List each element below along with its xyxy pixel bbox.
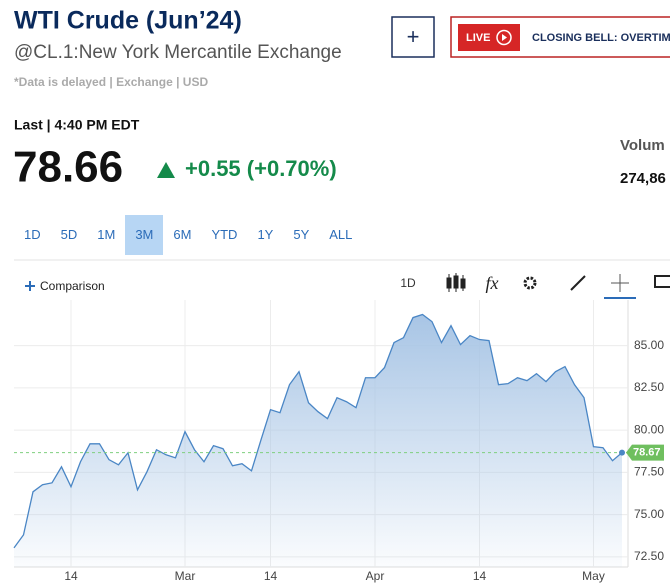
price-line [13, 313, 623, 549]
range-tab[interactable]: 3M [125, 215, 164, 255]
range-tab[interactable]: ALL [329, 227, 353, 242]
y-tick-label: 85.00 [634, 338, 664, 352]
banner-text: CLOSING BELL: OVERTIM [532, 32, 670, 44]
range-tab[interactable]: 1D [24, 227, 41, 242]
x-tick-label: Apr [366, 569, 385, 583]
y-tick-label: 82.50 [634, 380, 664, 394]
volume-label: Volum [620, 137, 665, 154]
interval[interactable]: 1D [400, 276, 416, 290]
add-label: + [407, 24, 420, 49]
y-tick-label: 72.50 [634, 549, 664, 563]
x-tick-label: 14 [473, 569, 487, 583]
range-tab[interactable]: 1Y [257, 227, 274, 242]
price-tag [626, 444, 664, 461]
live-badge [458, 24, 520, 51]
change: +0.55 (+0.70%) [185, 156, 337, 181]
note: *Data is delayed | Exchange | USD [14, 75, 208, 89]
title: WTI Crude (Jun’24) [14, 7, 242, 35]
range-tab[interactable]: 5Y [293, 227, 310, 242]
range-tab[interactable]: 5D [60, 227, 78, 242]
y-tick-label: 80.00 [634, 422, 664, 436]
range-tabs: 1D 5D 1M 3M 6M YTD 1Y 5Y ALL [14, 215, 362, 255]
x-tick-label: May [582, 569, 605, 583]
volume: 274,86 [620, 170, 666, 187]
y-tick-label: 75.00 [634, 507, 664, 521]
last-point [619, 449, 625, 456]
settings-icon[interactable] [523, 276, 537, 290]
range-tab[interactable]: 6M [173, 227, 192, 242]
last-time: Last | 4:40 PM EDT [14, 117, 140, 133]
price: 78.66 [13, 143, 123, 192]
x-tick-label: 14 [264, 569, 278, 583]
up-arrow [157, 162, 175, 178]
play-triangle [502, 34, 507, 41]
add-button[interactable] [391, 16, 435, 58]
y-tick-label: 77.50 [634, 465, 664, 479]
x-tick-label: Mar [175, 569, 196, 583]
live-label: LIVE [466, 32, 490, 44]
news-icon[interactable] [654, 275, 670, 288]
draw-icon[interactable] [570, 275, 586, 291]
range-tab[interactable]: 1M [97, 227, 116, 242]
price-tag-label: 78.67 [633, 447, 661, 459]
area-fill [14, 314, 622, 567]
candle-icon[interactable] [446, 273, 466, 292]
range-tab[interactable]: YTD [211, 227, 238, 242]
formula-icon[interactable]: fx [486, 273, 499, 293]
comparison[interactable]: Comparison [40, 279, 105, 293]
symbol: @CL.1:New York Mercantile Exchange [14, 42, 342, 63]
play-icon [496, 29, 512, 46]
x-tick-label: 14 [64, 569, 78, 583]
